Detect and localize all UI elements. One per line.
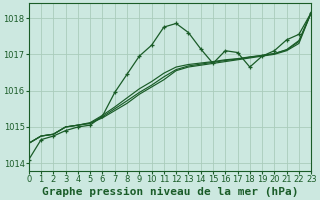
X-axis label: Graphe pression niveau de la mer (hPa): Graphe pression niveau de la mer (hPa) xyxy=(42,186,298,197)
